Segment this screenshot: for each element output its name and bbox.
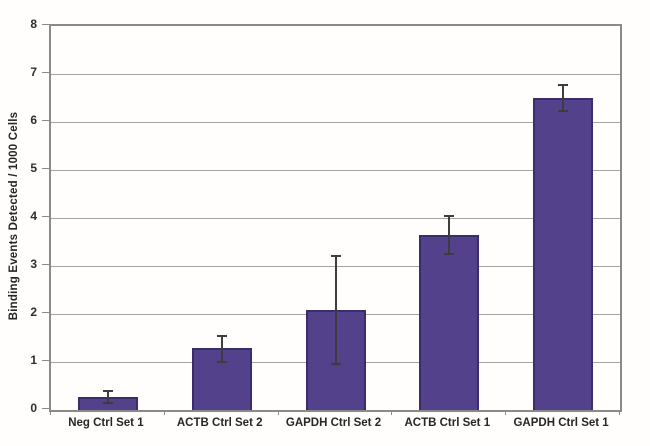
x-category-label: ACTB Ctrl Set 1: [404, 417, 491, 429]
x-category-label: GAPDH Ctrl Set 1: [513, 417, 609, 429]
x-tick-mark: [50, 410, 51, 415]
gridline: [51, 73, 620, 75]
y-tick-mark: [42, 264, 50, 265]
y-tick-label: 3: [30, 257, 37, 271]
error-bar-cap: [330, 254, 341, 257]
y-tick-label: 5: [30, 161, 37, 175]
error-bar: [448, 214, 451, 255]
error-bar: [334, 254, 337, 366]
y-tick-mark: [42, 216, 50, 217]
error-bar: [106, 389, 109, 405]
y-tick-label: 8: [30, 17, 37, 31]
x-tick-mark: [619, 410, 620, 415]
y-tick-mark: [42, 120, 50, 121]
y-tick-label: 0: [30, 401, 37, 415]
error-bar-cap: [444, 214, 455, 217]
error-bar: [562, 83, 565, 113]
y-tick-label: 6: [30, 113, 37, 127]
y-tick-label: 4: [30, 209, 37, 223]
bar: [419, 234, 480, 410]
y-tick-mark: [42, 72, 50, 73]
gridline: [51, 121, 620, 123]
error-bar-cap: [216, 334, 227, 337]
error-bar-cap: [558, 83, 569, 86]
x-tick-mark: [505, 410, 507, 415]
y-tick-mark: [42, 168, 50, 169]
x-category-label: Neg Ctrl Set 1: [68, 417, 144, 429]
x-tick-mark: [277, 410, 279, 415]
error-bar-cap: [558, 110, 569, 113]
x-category-label: ACTB Ctrl Set 2: [176, 417, 263, 429]
error-bar: [220, 334, 223, 363]
x-category-label: GAPDH Ctrl Set 2: [285, 417, 382, 429]
x-tick-mark: [163, 410, 165, 415]
gridline: [51, 217, 620, 219]
error-bar-cap: [102, 402, 113, 405]
error-bar-cap: [216, 360, 227, 363]
y-tick-mark: [42, 408, 50, 409]
error-bar-cap: [102, 389, 113, 392]
y-tick-label: 1: [30, 353, 37, 367]
gridline: [51, 169, 620, 171]
y-tick-label: 7: [30, 65, 37, 79]
error-bar-cap: [444, 252, 455, 255]
bar: [533, 98, 594, 410]
y-tick-label: 2: [30, 305, 37, 319]
error-bar-cap: [330, 363, 341, 366]
plot-area: [49, 24, 622, 412]
y-tick-mark: [42, 24, 50, 25]
y-tick-mark: [42, 360, 50, 361]
y-tick-mark: [42, 312, 50, 313]
x-tick-mark: [391, 410, 393, 415]
